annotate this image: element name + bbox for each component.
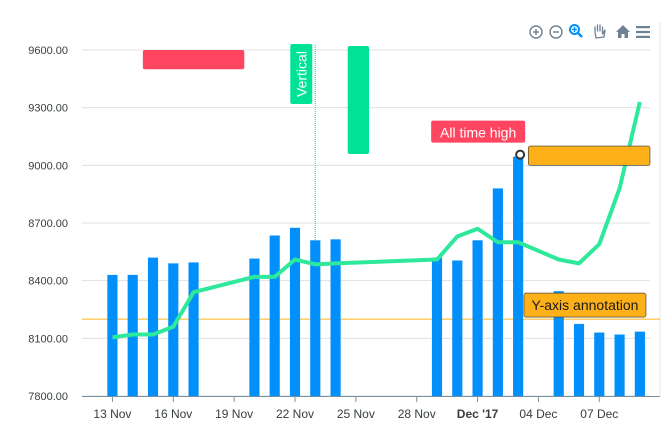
y-tick-label: 9000.00 (28, 160, 68, 172)
zoom-out-icon[interactable] (549, 25, 563, 39)
bar[interactable] (492, 188, 503, 396)
line-path[interactable] (112, 101, 642, 340)
x-range-annotation (347, 46, 369, 154)
bar[interactable] (594, 332, 605, 396)
box-annotation (527, 145, 651, 166)
line-series (112, 101, 642, 340)
vertical-annotation-bg (290, 44, 313, 104)
x-tick-label: 13 Nov (93, 407, 131, 421)
bar-series (107, 156, 645, 396)
menu-icon[interactable] (636, 26, 650, 38)
point-annotation-marker[interactable] (515, 149, 526, 160)
bar[interactable] (269, 235, 280, 396)
x-tick-label: 04 Dec (519, 407, 557, 421)
y-tick-label: 8700.00 (28, 218, 68, 230)
y-tick-label: 7800.00 (28, 391, 68, 403)
bar[interactable] (289, 227, 301, 396)
bar[interactable] (431, 257, 443, 396)
selection-zoom-icon[interactable] (569, 24, 583, 38)
bar[interactable] (513, 156, 524, 396)
bar[interactable] (249, 258, 260, 396)
bar[interactable] (330, 239, 341, 396)
x-tick-label: 19 Nov (215, 407, 253, 421)
x-axis (82, 396, 660, 402)
x-tick-label: Dec '17 (457, 407, 499, 421)
bar[interactable] (310, 240, 321, 396)
home-reset-icon[interactable] (616, 25, 630, 38)
bar[interactable] (614, 334, 625, 396)
x-tick-label: 28 Nov (398, 407, 436, 421)
bar[interactable] (452, 260, 463, 396)
annotation-foreground-layer: Vertical All time high Y-axis annotation (142, 44, 651, 318)
y-annotation-label: Y-axis annotation (532, 297, 639, 313)
y-tick-label: 9600.00 (28, 45, 68, 57)
chart-toolbar (529, 24, 650, 39)
point-annotation-label: All time high (440, 125, 516, 141)
bar[interactable] (573, 323, 585, 396)
y-annotation-label-bg (523, 292, 647, 318)
y-axis-ticks: 7800.00 8100.00 8400.00 8700.00 9000.00 9300.… (28, 45, 68, 403)
box-annotation (142, 50, 245, 70)
pan-hand-icon[interactable] (594, 24, 606, 39)
bar[interactable] (553, 291, 564, 396)
x-tick-label: 25 Nov (337, 407, 375, 421)
y-tick-label: 8400.00 (28, 276, 68, 288)
x-tick-label: 22 Nov (276, 407, 314, 421)
bar[interactable] (472, 240, 483, 396)
bar[interactable] (188, 262, 199, 396)
bar[interactable] (147, 257, 159, 396)
y-tick-label: 8100.00 (28, 333, 68, 345)
x-tick-label: 07 Dec (580, 407, 618, 421)
vertical-annotation-label: Vertical (290, 44, 313, 104)
bar[interactable] (168, 263, 179, 396)
x-axis-ticks: 13 Nov 16 Nov 19 Nov 22 Nov 25 Nov 28 Nov Dec … (93, 407, 618, 421)
zoom-in-icon[interactable] (529, 25, 543, 39)
point-annotation-label-bg (431, 120, 526, 143)
y-tick-label: 9300.00 (28, 103, 68, 115)
x-tick-label: 16 Nov (154, 407, 192, 421)
vertical-annotation-text: Vertical (293, 51, 309, 97)
bar[interactable] (634, 331, 645, 396)
